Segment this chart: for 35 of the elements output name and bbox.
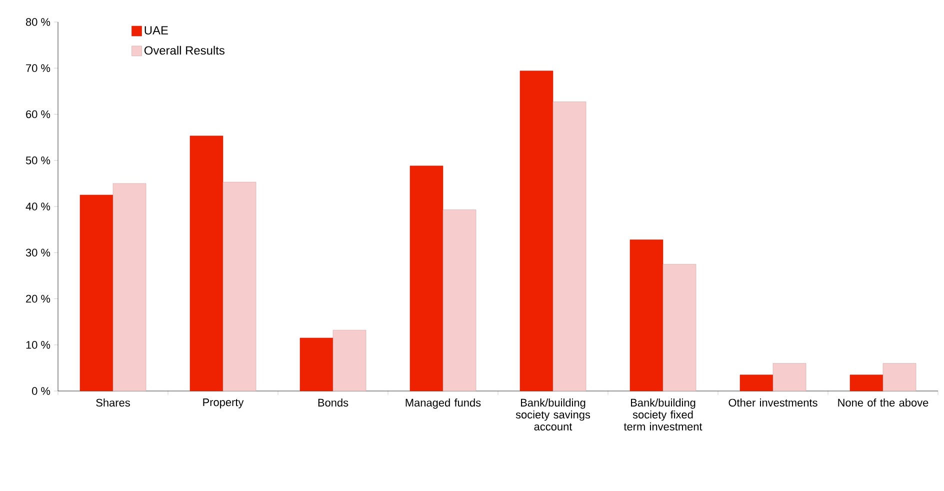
x-tick-label: Bank/building society savings account [516, 398, 590, 430]
x-tick-label: Managed funds [406, 398, 481, 409]
bar [850, 374, 884, 392]
y-tick-label: 30 % [26, 248, 50, 257]
y-tick-label: 70 % [26, 64, 50, 72]
x-tick-label: Property [203, 398, 244, 408]
y-tick-label: 40 % [26, 202, 50, 210]
bar [190, 136, 224, 392]
legend-label: UAE [144, 26, 168, 35]
bar [740, 374, 774, 392]
bar [442, 210, 476, 392]
x-tick-label: None of the above [838, 398, 928, 407]
x-tick-label: Shares [96, 398, 130, 407]
bar [662, 264, 696, 392]
bar [552, 102, 586, 392]
x-tick-label: Other investments [728, 398, 818, 407]
y-tick-label: 0 % [32, 387, 50, 395]
bar [882, 363, 916, 392]
y-tick-label: 60 % [26, 110, 50, 118]
y-tick-label: 50 % [26, 156, 50, 164]
y-tick-label: 20 % [26, 294, 50, 303]
bar [300, 338, 334, 392]
x-tick-label: Bank/building society fixed term investment [624, 398, 702, 430]
bar [520, 70, 554, 392]
bar [332, 330, 366, 392]
bar [772, 363, 806, 392]
y-tick-label: 80 % [26, 18, 50, 26]
bar [410, 166, 444, 392]
legend-label: Overall Results [144, 46, 224, 55]
x-tick-label: Bonds [318, 398, 348, 407]
bar [112, 183, 146, 392]
y-tick-label: 10 % [26, 341, 50, 349]
bar [630, 240, 664, 392]
bar [222, 182, 256, 392]
bar [80, 194, 114, 392]
